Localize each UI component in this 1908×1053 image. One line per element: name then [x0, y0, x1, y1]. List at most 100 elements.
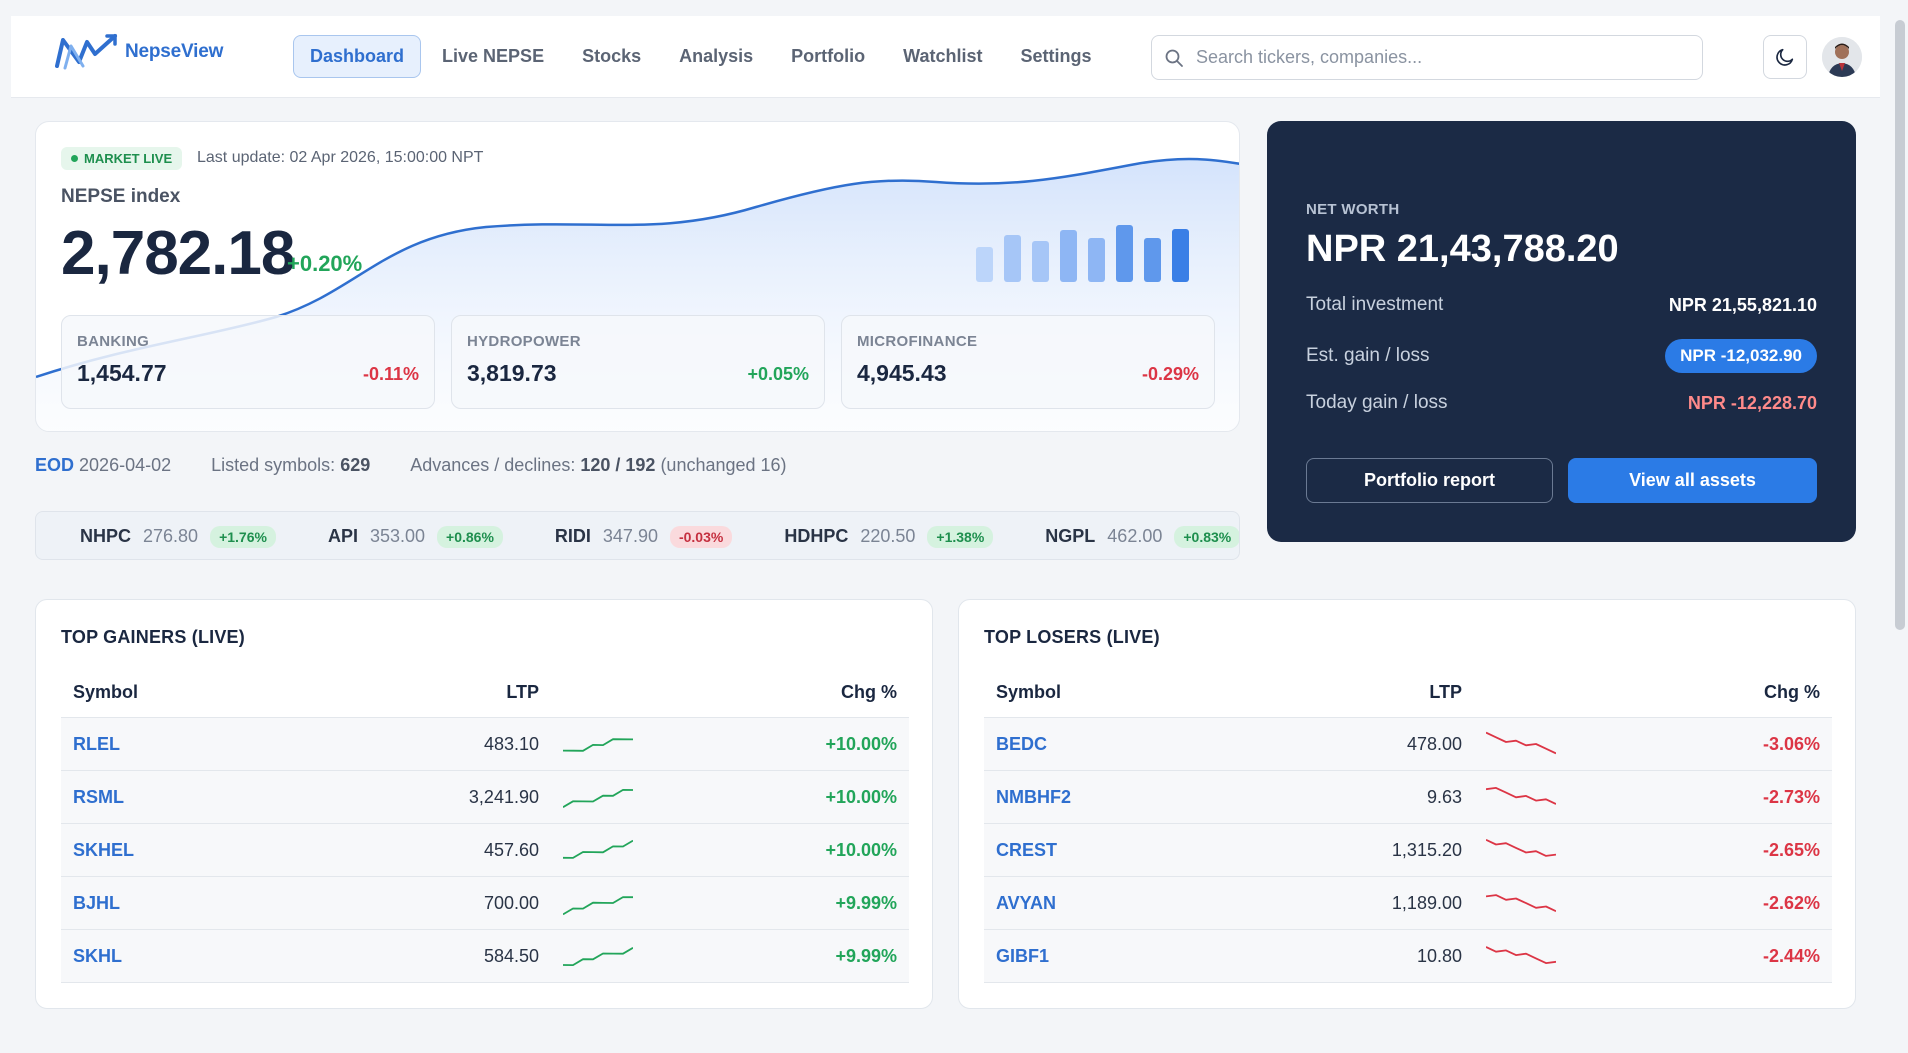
user-avatar[interactable]	[1822, 37, 1862, 77]
nav-watchlist[interactable]: Watchlist	[903, 46, 983, 66]
table-row[interactable]: GIBF1 10.80 -2.44%	[984, 930, 1832, 983]
ticker-change-badge: +1.38%	[927, 525, 994, 548]
row-symbol-link[interactable]: BEDC	[996, 733, 1048, 754]
sector-name: MICROFINANCE	[857, 333, 978, 350]
ticker-change-badge: +1.76%	[210, 525, 276, 548]
ticker-item[interactable]: HDHPC 220.50 +1.38%	[784, 525, 994, 548]
gainers-table: Symbol LTP Chg % RLEL 483.10 +10.00% RSML 3,…	[61, 668, 909, 983]
row-symbol-link[interactable]: RSML	[73, 786, 124, 807]
sector-value: 3,819.73	[467, 360, 557, 386]
table-header: Symbol LTP Chg %	[61, 668, 909, 718]
sector-change: -0.11%	[362, 364, 419, 384]
top-navigation-bar: NepseView Dashboard Live NEPSE Stocks An…	[11, 16, 1880, 98]
row-ltp: 584.50	[483, 945, 539, 966]
ticker-symbol: NGPL	[1045, 526, 1096, 546]
gain-loss-pill: NPR -12,032.90	[1665, 339, 1817, 373]
row-symbol-link[interactable]: BJHL	[73, 892, 121, 913]
row-change: +9.99%	[835, 892, 897, 913]
theme-toggle-button[interactable]	[1763, 35, 1807, 79]
portfolio-report-button[interactable]: Portfolio report	[1306, 458, 1553, 503]
sector-card-microfinance[interactable]: MICROFINANCE 4,945.43 -0.29%	[841, 315, 1215, 409]
row-value: NPR -12,228.70	[1687, 392, 1817, 413]
table-row[interactable]: BEDC 478.00 -3.06%	[984, 718, 1832, 771]
row-symbol-link[interactable]: AVYAN	[996, 892, 1057, 913]
sparkline-icon	[563, 947, 633, 966]
sparkline-icon	[563, 789, 633, 808]
ticker-list: NHPC 276.80 +1.76% API 353.00 +0.86% RIDI 347.9…	[80, 512, 1239, 559]
nav-portfolio[interactable]: Portfolio	[791, 46, 866, 66]
row-ltp: 700.00	[483, 892, 539, 913]
nav-settings[interactable]: Settings	[1020, 46, 1092, 66]
last-update-text: Last update: 02 Apr 2026, 15:00:00 NPT	[197, 149, 484, 166]
row-label: Est. gain / loss	[1306, 345, 1430, 366]
col-change[interactable]: Chg %	[1764, 682, 1820, 702]
sector-card-banking[interactable]: BANKING 1,454.77 -0.11%	[61, 315, 435, 409]
nav-stocks[interactable]: Stocks	[582, 46, 642, 66]
nav-analysis[interactable]: Analysis	[679, 46, 754, 66]
row-symbol-link[interactable]: RLEL	[73, 733, 120, 754]
listed-label: Listed symbols:	[211, 455, 336, 475]
row-symbol-link[interactable]: SKHL	[73, 945, 122, 966]
row-value: NPR 21,55,821.10	[1668, 294, 1817, 315]
table-row[interactable]: SKHL 584.50 +9.99%	[61, 930, 909, 983]
table-row[interactable]: AVYAN 1,189.00 -2.62%	[984, 877, 1832, 930]
app-logo[interactable]: NepseView	[53, 32, 223, 72]
app-name: NepseView	[125, 41, 224, 62]
row-ltp: 457.60	[483, 839, 539, 860]
ticker-item[interactable]: NGPL 462.00 +0.83%	[1045, 525, 1239, 548]
panel-title: TOP GAINERS (LIVE)	[61, 627, 245, 647]
ticker-item[interactable]: RIDI 347.90 -0.03%	[554, 525, 733, 548]
live-dot-icon	[71, 155, 78, 162]
net-worth-value: NPR 21,43,788.20	[1306, 228, 1619, 270]
col-symbol[interactable]: Symbol	[996, 682, 1062, 702]
table-row[interactable]: RSML 3,241.90 +10.00%	[61, 771, 909, 824]
row-sparkline	[1462, 837, 1562, 863]
page-scrollbar[interactable]	[1895, 20, 1905, 630]
ticker-tape: NHPC 276.80 +1.76% API 353.00 +0.86% RIDI 347.9…	[35, 511, 1240, 560]
view-all-assets-button[interactable]: View all assets	[1568, 458, 1817, 503]
row-change: +10.00%	[825, 733, 897, 754]
net-worth-label: NET WORTH	[1306, 201, 1400, 218]
ticker-price: 353.00	[369, 526, 426, 546]
row-change: +10.00%	[825, 786, 897, 807]
sector-card-hydropower[interactable]: HYDROPOWER 3,819.73 +0.05%	[451, 315, 825, 409]
sector-name: HYDROPOWER	[467, 333, 581, 350]
sector-value: 4,945.43	[857, 360, 947, 386]
est-gain-loss-row: Est. gain / loss NPR -12,032.90	[1306, 339, 1817, 373]
row-symbol-link[interactable]: NMBHF2	[996, 786, 1071, 807]
nav-live-nepse[interactable]: Live NEPSE	[442, 46, 545, 66]
ticker-item[interactable]: API 353.00 +0.86%	[327, 525, 503, 548]
col-change[interactable]: Chg %	[841, 682, 897, 702]
row-symbol-link[interactable]: SKHEL	[73, 839, 135, 860]
sector-change: -0.29%	[1141, 364, 1199, 384]
table-row[interactable]: NMBHF2 9.63 -2.73%	[984, 771, 1832, 824]
row-change: -2.73%	[1762, 786, 1820, 807]
today-gain-loss-row: Today gain / loss NPR -12,228.70	[1306, 392, 1817, 414]
main-nav: Dashboard Live NEPSE Stocks Analysis Por…	[293, 35, 1109, 78]
ticker-item[interactable]: NHPC 276.80 +1.76%	[80, 525, 276, 548]
row-sparkline	[1462, 943, 1562, 969]
search-box[interactable]	[1151, 35, 1703, 80]
col-symbol[interactable]: Symbol	[73, 682, 139, 702]
row-symbol-link[interactable]: GIBF1	[996, 945, 1050, 966]
table-row[interactable]: CREST 1,315.20 -2.65%	[984, 824, 1832, 877]
ticker-symbol: NHPC	[80, 526, 132, 546]
col-ltp[interactable]: LTP	[1429, 682, 1462, 702]
table-row[interactable]: SKHEL 457.60 +10.00%	[61, 824, 909, 877]
logo-icon	[55, 34, 117, 70]
table-row[interactable]: BJHL 700.00 +9.99%	[61, 877, 909, 930]
ticker-symbol: RIDI	[554, 526, 591, 546]
row-sparkline	[539, 731, 639, 757]
search-icon	[1165, 49, 1183, 67]
row-sparkline	[1462, 890, 1562, 916]
search-input[interactable]	[1196, 47, 1676, 68]
row-symbol-link[interactable]: CREST	[996, 839, 1058, 860]
gainers-rows: RLEL 483.10 +10.00% RSML 3,241.90 +10.00% SKHE…	[61, 718, 909, 983]
row-ltp: 478.00	[1406, 733, 1462, 754]
col-ltp[interactable]: LTP	[506, 682, 539, 702]
table-row[interactable]: RLEL 483.10 +10.00%	[61, 718, 909, 771]
row-sparkline	[1462, 784, 1562, 810]
nav-dashboard[interactable]: Dashboard	[293, 35, 422, 78]
ticker-symbol: API	[327, 526, 358, 546]
sparkline-icon	[1486, 838, 1556, 857]
